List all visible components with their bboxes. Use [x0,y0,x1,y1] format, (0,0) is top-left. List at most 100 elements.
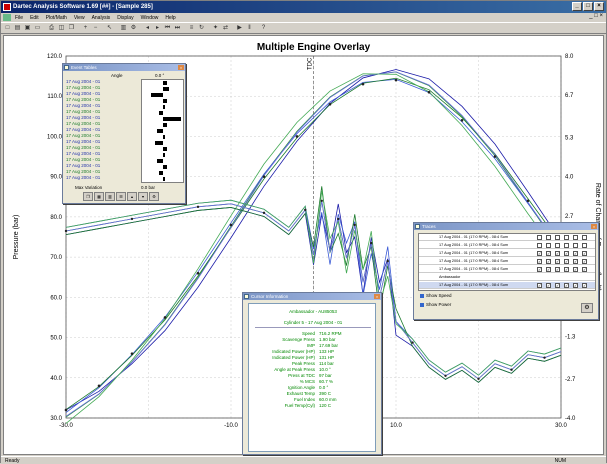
event-tables-titlebar[interactable]: Event Tables × [63,64,185,71]
traces-titlebar[interactable]: Traces × [414,223,598,230]
document-icon[interactable] [3,14,11,21]
event-row[interactable]: 17 Aug 2004 - 01 [66,79,101,84]
trace-row[interactable]: 17 Aug 2004 - 01 (17:0 RPM) - 08:4 Sum ✓ ✓… [419,250,595,257]
show-power-option[interactable]: Show Power [420,302,451,307]
trace-row[interactable]: 17 Aug 2004 - 01 (17:0 RPM) - 08:4 Sum ✓ ✓… [419,266,595,273]
trace-row[interactable]: 17 Aug 2004 - 01 (17:0 RPM) - 08:4 Sum [419,242,595,249]
trace-row[interactable]: 17 Aug 2004 - 01 (17:0 RPM) - 08:4 Sum [419,234,595,241]
cycle-icon[interactable]: ↻ [198,24,205,31]
cursor-info-titlebar[interactable]: Cursor Information × [243,293,381,300]
settings-icon[interactable]: ⚙ [149,192,159,201]
trace-checkbox[interactable] [582,243,587,248]
menu-file[interactable]: File [15,14,24,21]
trace-row[interactable]: 17 Aug 2004 - 01 (17:0 RPM) - 08:4 Sum ✓ ✓… [419,258,595,265]
arrows-icon[interactable]: ⇄ [222,24,229,31]
trace-checkbox[interactable]: ✓ [573,259,578,264]
event-row[interactable]: 17 Aug 2004 - 01 [66,133,101,138]
trace-checkbox[interactable]: ✓ [564,267,569,272]
menu-help[interactable]: Help [165,14,176,21]
trace-checkbox[interactable]: ✓ [537,251,542,256]
trace-checkbox[interactable] [546,243,551,248]
trace-checkbox[interactable]: ✓ [573,283,578,288]
trace-checkbox[interactable]: ✓ [582,283,587,288]
trace-checkbox[interactable]: ✓ [546,251,551,256]
trace-checkbox[interactable] [537,243,542,248]
trace-checkbox[interactable] [582,235,587,240]
menu-view[interactable]: View [73,14,85,21]
event-row[interactable]: 17 Aug 2004 - 01 [66,145,101,150]
close-icon[interactable]: × [374,294,380,299]
trace-checkbox[interactable]: ✓ [555,283,560,288]
event-tables-panel[interactable]: Event Tables × Angle 0.0 ° 17 Aug 2004 -… [62,63,186,204]
folder-icon[interactable]: ▭ [34,24,41,31]
event-row[interactable]: 17 Aug 2004 - 01 [66,91,101,96]
event-row[interactable]: 17 Aug 2004 - 01 [66,97,101,102]
trace-checkbox[interactable]: ✓ [582,251,587,256]
traces-table[interactable]: 17 Aug 2004 - 01 (17:0 RPM) - 08:4 Sum 17… [418,233,596,291]
close-icon[interactable]: × [178,65,184,70]
event-row[interactable]: 17 Aug 2004 - 01 [66,169,101,174]
maximize-button[interactable]: □ [583,2,593,11]
settings-icon[interactable]: ⚙ [130,24,137,31]
trace-checkbox[interactable] [555,235,560,240]
trace-checkbox[interactable]: ✓ [564,251,569,256]
trace-row[interactable]: 17 Aug 2004 - 01 (17:0 RPM) - 08:4 Sum ✓ ✓… [419,282,595,289]
trace-checkbox[interactable]: ✓ [546,259,551,264]
trace-checkbox[interactable]: ✓ [546,267,551,272]
up-icon[interactable]: ▴ [127,192,137,201]
menu-display[interactable]: Display [117,14,134,21]
chart-icon[interactable]: ▥ [105,192,115,201]
trace-checkbox[interactable] [564,235,569,240]
trace-checkbox[interactable] [573,235,578,240]
trace-row[interactable]: Ambassador [419,274,595,281]
overlay-icon[interactable]: ≡ [189,24,194,31]
menu-window[interactable]: Window [140,14,159,21]
zoom-in-icon[interactable]: + [83,24,88,31]
trace-checkbox[interactable] [573,243,578,248]
event-row[interactable]: 17 Aug 2004 - 01 [66,85,101,90]
list-icon[interactable]: ☰ [116,192,126,201]
menu-analysis[interactable]: Analysis [91,14,111,21]
event-row[interactable]: 17 Aug 2004 - 01 [66,151,101,156]
menu-plot-math[interactable]: Plot/Math [45,14,67,21]
event-row[interactable]: 17 Aug 2004 - 01 [66,175,101,180]
down-icon[interactable]: ▾ [138,192,148,201]
trace-checkbox[interactable]: ✓ [582,267,587,272]
trace-checkbox[interactable]: ✓ [537,267,542,272]
close-button[interactable]: × [594,2,604,11]
trace-checkbox[interactable]: ✓ [537,283,542,288]
chart-icon[interactable]: ▥ [120,24,127,31]
document-controls[interactable]: _ □ × [589,13,603,19]
trace-checkbox[interactable] [546,235,551,240]
trace-checkbox[interactable]: ✓ [555,251,560,256]
arrow-right-icon[interactable]: ▸ [155,24,159,31]
event-row[interactable]: 17 Aug 2004 - 01 [66,103,101,108]
cursor-icon[interactable]: ↖ [106,24,113,31]
event-row[interactable]: 17 Aug 2004 - 01 [66,163,101,168]
menu-edit[interactable]: Edit [30,14,39,21]
event-row[interactable]: 17 Aug 2004 - 01 [66,127,101,132]
trace-checkbox[interactable] [537,235,542,240]
event-row[interactable]: 17 Aug 2004 - 01 [66,157,101,162]
zoom-out-icon[interactable]: − [93,24,98,31]
show-speed-option[interactable]: Show Speed [420,293,452,298]
new-icon[interactable]: □ [5,24,10,31]
help-icon[interactable]: ? [261,24,266,31]
event-row[interactable]: 17 Aug 2004 - 01 [66,139,101,144]
trace-checkbox[interactable]: ✓ [555,267,560,272]
trace-checkbox[interactable]: ✓ [555,259,560,264]
trace-checkbox[interactable]: ✓ [564,259,569,264]
event-row[interactable]: 17 Aug 2004 - 01 [66,109,101,114]
play-icon[interactable]: ▶ [237,24,242,31]
minimize-button[interactable]: _ [572,2,582,11]
event-row[interactable]: 17 Aug 2004 - 01 [66,121,101,126]
grid-icon[interactable]: ▦ [94,192,104,201]
copy-icon[interactable]: ❐ [83,192,93,201]
last-icon[interactable]: ⏭ [174,24,181,31]
copy-icon[interactable]: ❐ [68,24,75,31]
pause-icon[interactable]: ‖ [248,24,251,31]
open-icon[interactable]: ▤ [14,24,21,31]
event-row[interactable]: 17 Aug 2004 - 01 [66,115,101,120]
first-icon[interactable]: ⏮ [164,24,171,31]
arrow-left-icon[interactable]: ◂ [145,24,149,31]
